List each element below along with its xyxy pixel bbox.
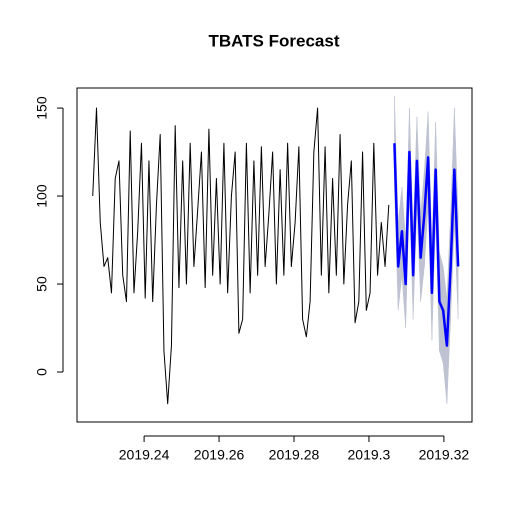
x-tick-label: 2019.3	[348, 447, 391, 463]
x-tick-label: 2019.24	[119, 447, 170, 463]
lines	[92, 107, 460, 405]
y-tick-label: 50	[34, 276, 50, 292]
x-tick-label: 2019.32	[419, 447, 470, 463]
x-tick-label: 2019.28	[269, 447, 320, 463]
series-line	[92, 107, 390, 405]
chart-title: TBATS Forecast	[209, 31, 340, 50]
x-tick-label: 2019.26	[194, 447, 245, 463]
plot-frame	[76, 87, 473, 423]
series-line	[393, 143, 460, 347]
y-tick-label: 0	[34, 368, 50, 376]
y-tick-label: 100	[34, 184, 50, 208]
y-tick-label: 150	[34, 96, 50, 120]
